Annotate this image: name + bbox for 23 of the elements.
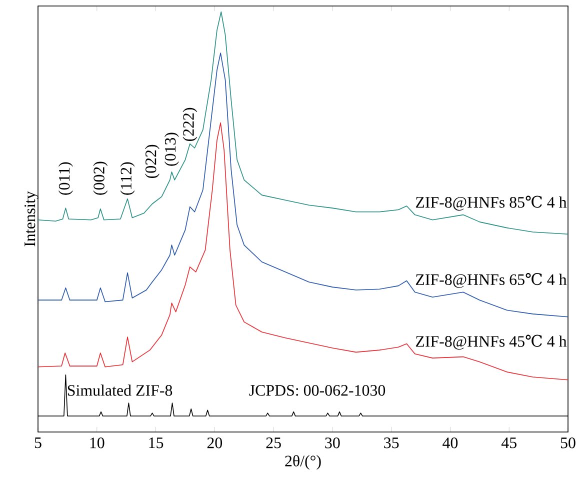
- x-tick-label: 10: [90, 438, 104, 448]
- x-tick-label: 25: [266, 438, 281, 448]
- x-tick-label: 15: [149, 438, 164, 448]
- series-label: Simulated ZIF-8: [68, 384, 172, 396]
- x-tick-label: 5: [34, 438, 42, 448]
- annotation: (013): [164, 132, 179, 166]
- annotation: (022): [145, 144, 160, 178]
- x-tick-label: 40: [442, 438, 458, 448]
- x-tick-label: 35: [384, 438, 399, 448]
- series-label: ZIF-8@HNFs 45℃ 4 h: [416, 334, 567, 350]
- annotation: JCPDS: 00-062-1030: [249, 384, 386, 396]
- x-tick-label: 30: [325, 438, 340, 448]
- annotation: (112): [120, 162, 135, 195]
- y-axis-title: Intensity: [24, 191, 38, 246]
- annotation: (011): [58, 162, 73, 195]
- x-tick-label: 50: [560, 438, 576, 448]
- x-tick-label: 20: [207, 438, 222, 448]
- x-tick-label: 45: [501, 438, 516, 448]
- annotation: (002): [93, 162, 108, 195]
- series-label: ZIF-8@HNFs 85℃ 4 h: [416, 196, 567, 211]
- annotation: (222): [182, 108, 198, 142]
- x-axis-title: 2θ/(°): [285, 455, 321, 470]
- series-label: ZIF-8@HNFs 65℃ 4 h: [416, 273, 567, 288]
